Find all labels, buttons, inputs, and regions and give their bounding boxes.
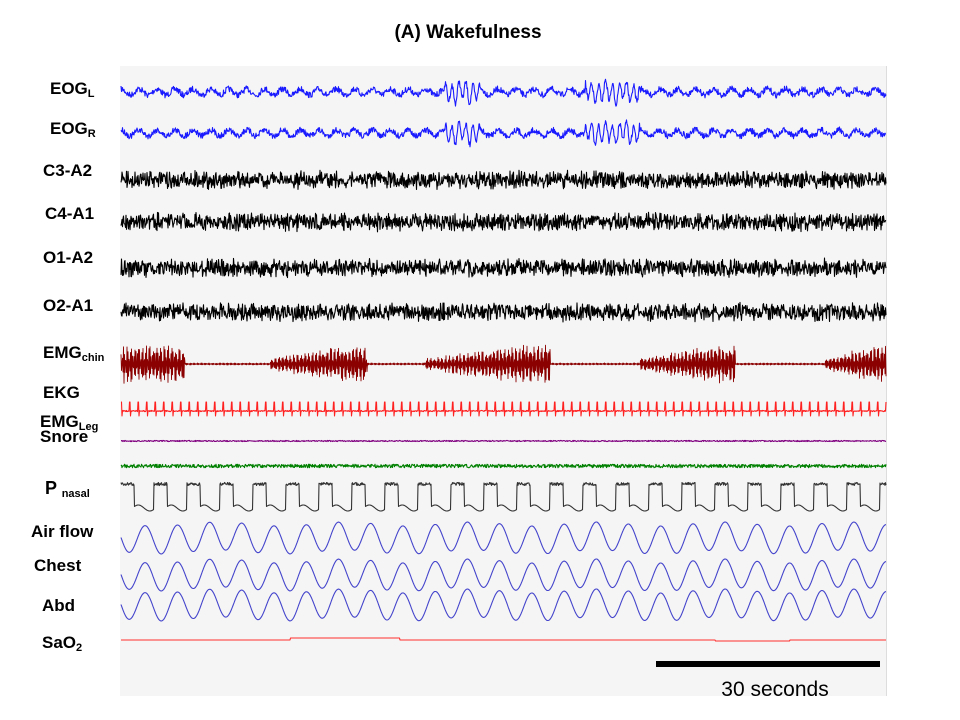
- trace-emg-chin: [120, 344, 887, 384]
- trace-chest: [120, 558, 887, 592]
- trace-eog-l: [120, 78, 887, 107]
- label-ekg: EKG: [43, 383, 80, 402]
- label-snore: Snore: [40, 427, 89, 446]
- label-emg-leg: EMGLeg: [40, 412, 99, 433]
- trace-sao2: [120, 637, 887, 642]
- trace-emg-leg: [120, 439, 887, 443]
- label-o2-a1: O2-A1: [43, 296, 94, 315]
- trace-c3-a2: [120, 169, 887, 191]
- label-c4-a1: C4-A1: [45, 204, 95, 223]
- trace-c4-a1: [120, 211, 887, 233]
- label-p-nasal: P nasal: [45, 478, 90, 500]
- scale-bar: [656, 661, 880, 667]
- trace-abd: [120, 588, 887, 622]
- trace-eog-r: [120, 119, 887, 148]
- trace-o1-a2: [120, 257, 887, 279]
- trace-snore: [120, 463, 887, 469]
- label-sao2: SaO2: [42, 633, 83, 654]
- label-chest: Chest: [34, 556, 82, 575]
- label-eog-r: EOGR: [50, 119, 96, 140]
- trace-o2-a1: [120, 301, 887, 323]
- label-o1-a2: O1-A2: [43, 248, 94, 267]
- trace-p-nasal: [120, 481, 887, 512]
- figure-title: (A) Wakefulness: [394, 22, 542, 43]
- plot-area: [120, 66, 887, 696]
- label-emg-chin: EMGchin: [43, 343, 105, 364]
- label-air-flow: Air flow: [31, 522, 94, 541]
- label-eog-l: EOGL: [50, 79, 95, 100]
- trace-air-flow: [120, 521, 887, 555]
- scale-bar-label: 30 seconds: [721, 678, 829, 701]
- trace-ekg: [120, 401, 887, 417]
- label-abd: Abd: [42, 596, 76, 615]
- label-c3-a2: C3-A2: [43, 161, 93, 180]
